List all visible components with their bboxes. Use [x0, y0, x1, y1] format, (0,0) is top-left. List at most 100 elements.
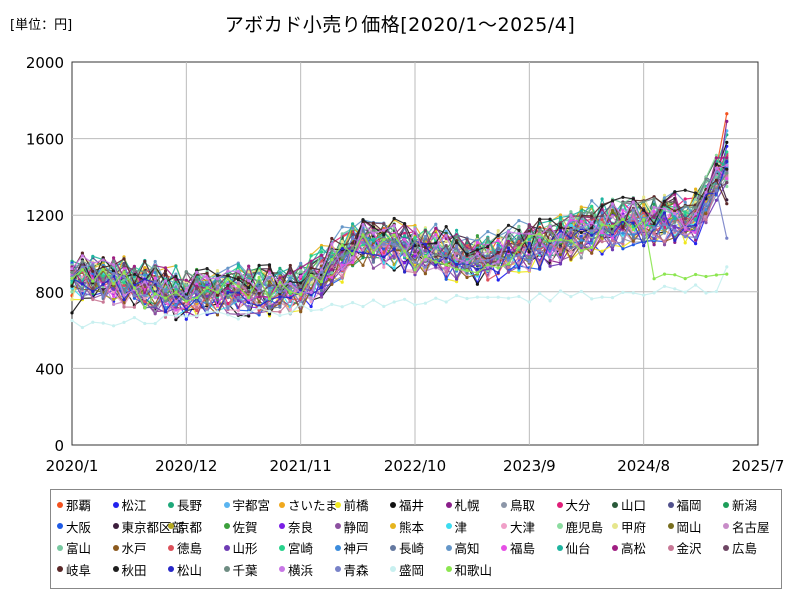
legend-marker: [279, 566, 285, 573]
data-point: [610, 199, 615, 203]
data-point: [475, 271, 479, 275]
data-point: [496, 246, 500, 250]
data-point: [652, 209, 656, 213]
legend-label: 福岡: [676, 498, 702, 514]
data-point: [195, 287, 199, 291]
data-point: [704, 202, 708, 206]
data-point: [70, 318, 74, 323]
legend-marker: [445, 501, 452, 508]
data-point: [351, 246, 355, 250]
data-point: [517, 224, 521, 228]
data-point: [465, 252, 469, 256]
legend-item: 甲府: [612, 516, 668, 538]
data-point: [319, 270, 324, 274]
data-point: [413, 250, 417, 254]
data-point: [694, 191, 698, 195]
data-point: [236, 308, 240, 313]
y-tick-label: 2000: [26, 54, 64, 72]
data-point: [642, 218, 646, 222]
legend-label: 佐賀: [232, 519, 258, 535]
data-point: [122, 275, 126, 279]
legend-item: 山形: [223, 537, 280, 559]
data-point: [215, 284, 220, 288]
data-point: [299, 292, 303, 296]
data-point: [590, 211, 594, 215]
legend-marker: [612, 501, 618, 508]
data-point: [70, 311, 74, 315]
data-point: [465, 268, 469, 273]
data-point: [267, 289, 272, 293]
data-point: [600, 229, 604, 233]
data-point: [215, 304, 220, 308]
data-point: [538, 266, 542, 270]
data-point: [610, 243, 615, 247]
data-point: [112, 256, 116, 260]
legend-marker: [445, 544, 452, 551]
data-point: [330, 271, 334, 275]
data-point: [247, 296, 251, 300]
data-point: [122, 283, 126, 287]
data-point: [215, 290, 220, 294]
data-point: [132, 268, 136, 272]
data-point: [392, 216, 396, 221]
legend-item: 福岡: [667, 494, 724, 516]
data-point: [257, 300, 261, 304]
data-point: [642, 208, 646, 212]
legend-marker: [334, 523, 341, 530]
data-point: [465, 275, 469, 280]
data-point: [80, 325, 84, 330]
data-point: [122, 293, 126, 297]
data-point: [590, 226, 594, 230]
data-point: [215, 273, 220, 277]
legend-marker: [390, 544, 396, 551]
data-point: [652, 237, 656, 241]
data-point: [475, 295, 479, 299]
data-point: [340, 267, 344, 271]
data-point: [569, 210, 573, 214]
data-point: [195, 270, 199, 274]
series-line: [71, 266, 728, 329]
data-point: [330, 279, 334, 283]
data-point: [704, 218, 708, 222]
data-point: [403, 249, 407, 253]
data-point: [569, 218, 573, 222]
data-point: [70, 267, 74, 271]
data-point: [371, 298, 375, 302]
data-point: [132, 277, 136, 281]
data-point: [423, 272, 427, 276]
x-tick-label: 2020/1: [46, 457, 99, 475]
data-point: [465, 237, 469, 241]
data-point: [413, 236, 417, 240]
data-point: [517, 239, 521, 244]
data-point: [673, 190, 677, 194]
data-point: [153, 279, 157, 284]
data-point: [101, 265, 105, 269]
data-point: [423, 234, 427, 239]
data-point: [631, 243, 635, 247]
data-point: [112, 297, 116, 301]
data-point: [683, 188, 687, 192]
legend-label: 広島: [732, 541, 758, 557]
data-point: [652, 205, 656, 209]
data-point: [257, 311, 261, 315]
data-point: [455, 267, 459, 271]
data-point: [153, 321, 157, 326]
legend-label: 横浜: [288, 562, 314, 578]
data-point: [112, 287, 116, 291]
data-point: [205, 310, 209, 314]
data-point: [517, 236, 521, 240]
data-point: [434, 222, 438, 226]
data-point: [226, 302, 230, 306]
legend-item: 秋田: [112, 559, 169, 581]
data-point: [392, 224, 396, 228]
data-point: [174, 318, 178, 322]
data-point: [371, 231, 375, 235]
data-point: [413, 260, 417, 264]
data-point: [662, 199, 667, 203]
data-point: [714, 289, 719, 294]
data-point: [70, 276, 74, 280]
legend-label: 津: [454, 519, 468, 535]
data-point: [527, 237, 531, 241]
data-point: [538, 261, 542, 265]
x-tick-label: 2024/8: [617, 457, 670, 475]
